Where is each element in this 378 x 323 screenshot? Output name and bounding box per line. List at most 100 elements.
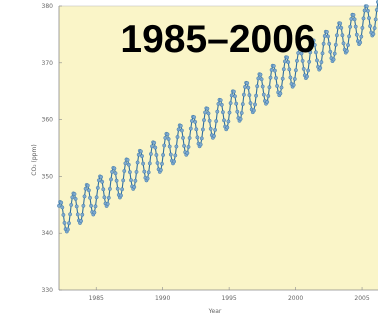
- data-point: [85, 183, 90, 188]
- data-point: [305, 74, 309, 79]
- data-point: [299, 51, 304, 56]
- data-point: [123, 161, 128, 166]
- data-point: [354, 32, 359, 37]
- data-point: [68, 212, 73, 217]
- data-point: [120, 187, 125, 192]
- data-point: [134, 169, 139, 174]
- data-point: [220, 110, 225, 115]
- data-point: [324, 29, 329, 34]
- data-point: [174, 144, 179, 149]
- data-point: [75, 212, 80, 217]
- data-point: [135, 160, 140, 165]
- data-point: [133, 178, 138, 183]
- data-point: [351, 12, 356, 17]
- data-point: [182, 143, 187, 148]
- data-point: [82, 194, 87, 199]
- data-point: [287, 67, 292, 72]
- data-point: [346, 43, 350, 47]
- data-point: [341, 41, 346, 46]
- data-point: [271, 64, 276, 68]
- data-point: [195, 135, 200, 140]
- data-point: [272, 68, 277, 73]
- data-point: [163, 135, 168, 140]
- data-point: [208, 126, 213, 131]
- data-point: [266, 94, 271, 98]
- data-point: [138, 149, 143, 154]
- data-point: [168, 152, 173, 157]
- data-point: [218, 98, 223, 103]
- x-axis-title: Year: [208, 308, 222, 315]
- data-point: [308, 50, 313, 55]
- data-point: [332, 51, 337, 56]
- data-point: [248, 101, 253, 106]
- data-point: [94, 195, 99, 200]
- data-point: [62, 220, 67, 225]
- data-point: [338, 21, 343, 26]
- data-point: [312, 43, 317, 47]
- data-point: [153, 145, 158, 150]
- data-point: [105, 202, 110, 206]
- data-point: [227, 110, 232, 115]
- data-point: [92, 210, 97, 215]
- data-point: [102, 195, 107, 200]
- data-point: [114, 178, 119, 183]
- data-point: [278, 91, 283, 96]
- data-point: [83, 186, 88, 191]
- data-point: [66, 227, 70, 232]
- data-point: [295, 58, 299, 63]
- x-tick-label: 1985: [89, 295, 104, 302]
- y-tick-label: 350: [42, 173, 54, 180]
- data-point: [88, 195, 92, 200]
- data-point: [333, 42, 338, 47]
- data-point: [97, 178, 101, 183]
- data-point: [81, 203, 86, 208]
- data-point: [212, 134, 216, 138]
- data-point: [315, 58, 319, 63]
- data-point: [229, 93, 234, 98]
- data-point: [142, 169, 147, 174]
- data-point: [179, 128, 184, 133]
- data-point: [319, 60, 324, 64]
- data-point: [360, 25, 365, 30]
- data-point: [186, 144, 191, 149]
- data-point: [67, 221, 71, 226]
- data-point: [132, 185, 137, 189]
- data-point: [260, 84, 265, 89]
- data-point: [155, 161, 160, 165]
- data-point: [301, 67, 306, 71]
- data-point: [213, 127, 218, 132]
- data-point: [154, 153, 159, 157]
- data-point: [166, 137, 171, 141]
- data-point: [145, 176, 150, 181]
- data-point: [100, 179, 105, 184]
- data-point: [331, 57, 336, 62]
- data-point: [200, 127, 205, 132]
- data-point: [269, 68, 274, 72]
- y-tick-label: 330: [42, 287, 54, 294]
- data-point: [291, 83, 296, 87]
- data-point: [93, 204, 98, 209]
- data-point: [275, 84, 279, 88]
- data-point: [60, 205, 65, 210]
- data-point: [173, 153, 178, 158]
- data-point: [206, 111, 211, 116]
- data-point: [115, 186, 120, 191]
- x-tick-label: 2005: [354, 295, 369, 302]
- data-point: [122, 169, 127, 173]
- data-point: [80, 212, 85, 217]
- data-point: [140, 154, 144, 159]
- y-tick-group: 330 340 350 360 370 380: [42, 3, 62, 294]
- data-point: [148, 152, 153, 156]
- data-point: [253, 102, 257, 107]
- data-point: [368, 24, 372, 28]
- data-point: [181, 135, 185, 140]
- data-point: [306, 68, 310, 73]
- data-point: [79, 219, 84, 223]
- data-point: [59, 200, 64, 205]
- data-point: [239, 111, 244, 115]
- data-point: [176, 127, 181, 132]
- data-point: [254, 93, 259, 98]
- data-point: [216, 102, 221, 106]
- data-point: [146, 170, 151, 175]
